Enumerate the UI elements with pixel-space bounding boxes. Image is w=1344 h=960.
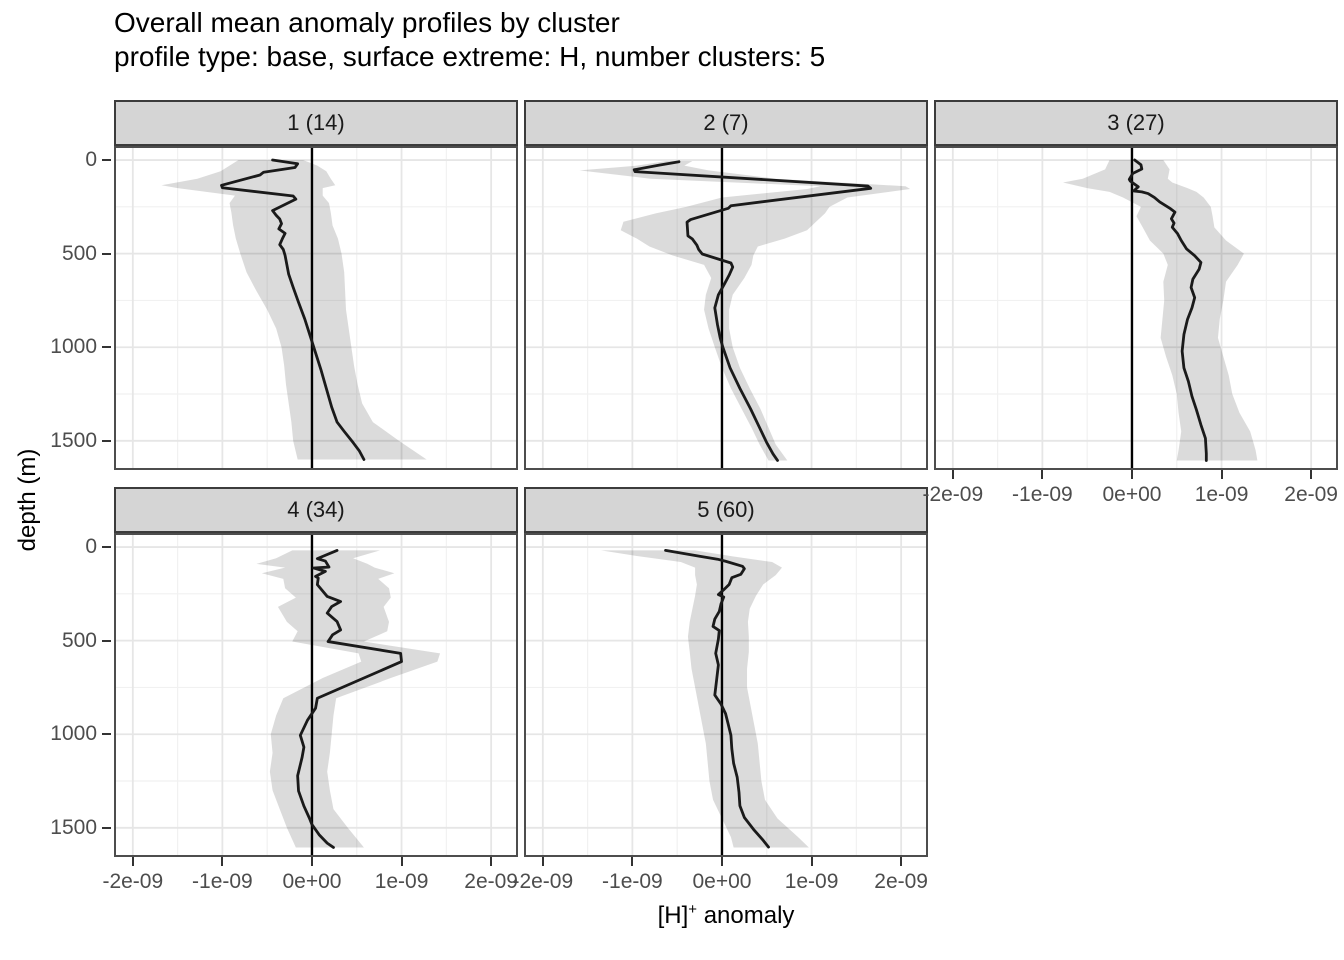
profile-line — [296, 549, 403, 849]
confidence-ribbon — [1062, 160, 1258, 461]
x-axis-tick-label: -2e-09 — [512, 870, 574, 893]
x-axis-tick — [1041, 470, 1044, 479]
x-axis-tick-label: 2e-09 — [464, 870, 518, 893]
x-axis-tick — [1220, 470, 1223, 479]
x-axis-tick — [900, 857, 903, 866]
y-axis-tick — [102, 346, 111, 349]
y-axis-tick — [102, 159, 111, 162]
panel-border — [524, 533, 928, 857]
facet-strip-1: 1 (14) — [114, 100, 518, 146]
panel-background — [114, 146, 518, 470]
panel-border — [524, 146, 928, 470]
x-axis-tick — [1310, 470, 1313, 479]
x-axis-tick — [1130, 470, 1133, 479]
y-axis-tick-label: 0 — [85, 535, 97, 559]
facet-strip-label: 5 (60) — [697, 497, 755, 522]
y-axis-tick-label: 500 — [61, 628, 97, 652]
y-axis-tick — [102, 252, 111, 255]
facet-strip-label: 2 (7) — [703, 110, 749, 135]
page-subtitle: profile type: base, surface extreme: H, … — [114, 41, 826, 72]
y-axis-tick — [102, 733, 111, 736]
profile-line — [220, 158, 366, 461]
facet-strip-label: 1 (14) — [287, 110, 345, 135]
x-axis-tick-label: 1e-09 — [374, 870, 429, 893]
y-axis-tick — [102, 826, 111, 829]
y-axis-tick-label: 1500 — [50, 815, 97, 839]
x-axis-tick — [720, 857, 723, 866]
panel-border — [934, 146, 1338, 470]
x-axis-tick — [631, 857, 634, 866]
y-axis-tick-label: 1000 — [50, 335, 97, 359]
facet-panel-2 — [524, 146, 928, 470]
x-axis-tick — [400, 857, 403, 866]
x-axis-tick-label: -1e-09 — [1012, 483, 1073, 506]
x-axis-tick — [810, 857, 813, 866]
profile-line — [664, 549, 770, 849]
x-axis-tick-label: 1e-09 — [784, 870, 839, 893]
x-axis-tick-label: 2e-09 — [874, 870, 928, 893]
confidence-ribbon — [161, 160, 427, 460]
page-title: Overall mean anomaly profiles by cluster — [114, 7, 620, 38]
profile-line — [1127, 158, 1208, 462]
panel-background — [114, 533, 518, 857]
y-axis-tick — [102, 546, 111, 549]
x-axis-tick — [221, 857, 224, 866]
profile-line — [632, 160, 873, 462]
confidence-ribbon — [601, 550, 809, 848]
x-axis-tick-label: -2e-09 — [922, 483, 984, 506]
x-axis-title-rest: anomaly — [697, 902, 795, 929]
x-axis-tick — [951, 470, 954, 479]
x-axis-tick-label: -1e-09 — [192, 870, 253, 893]
facet-panel-5 — [524, 533, 928, 857]
y-axis-tick — [102, 439, 111, 442]
panel-background — [934, 146, 1338, 470]
y-axis-tick-label: 0 — [85, 148, 97, 172]
y-axis-tick-label: 1000 — [50, 722, 97, 746]
facet-strip-2: 2 (7) — [524, 100, 928, 146]
x-axis-title-bracket: [H] — [657, 902, 689, 929]
panel-border — [114, 146, 518, 470]
confidence-ribbon — [579, 160, 911, 461]
y-axis-tick-label: 500 — [61, 241, 97, 265]
facet-strip-4: 4 (34) — [114, 487, 518, 533]
x-axis-tick-label: 0e+00 — [1102, 483, 1162, 506]
y-axis-tick-label: 1500 — [50, 428, 97, 452]
x-axis-tick — [131, 857, 134, 866]
facet-strip-5: 5 (60) — [524, 487, 928, 533]
x-axis-tick — [490, 857, 493, 866]
x-axis-tick — [541, 857, 544, 866]
x-axis-tick-label: -1e-09 — [602, 870, 663, 893]
facet-panel-3 — [934, 146, 1338, 470]
confidence-ribbon — [256, 550, 441, 848]
x-axis-tick-label: 0e+00 — [282, 870, 342, 893]
panel-border — [114, 533, 518, 857]
facet-panel-4 — [114, 533, 518, 857]
facet-strip-label: 4 (34) — [287, 497, 345, 522]
x-axis-title: [H]+ anomaly — [658, 901, 795, 930]
x-axis-tick-label: 1e-09 — [1194, 483, 1249, 506]
facet-strip-3: 3 (27) — [934, 100, 1338, 146]
panel-background — [524, 146, 928, 470]
y-axis-tick — [102, 639, 111, 642]
gridlines — [114, 146, 518, 470]
x-axis-tick — [310, 857, 313, 866]
facet-strip-label: 3 (27) — [1107, 110, 1165, 135]
facet-panel-1 — [114, 146, 518, 470]
x-axis-tick-label: 2e-09 — [1284, 483, 1338, 506]
x-axis-tick-label: 0e+00 — [692, 870, 752, 893]
x-axis-tick-label: -2e-09 — [102, 870, 164, 893]
x-axis-title-superscript: + — [688, 901, 698, 918]
